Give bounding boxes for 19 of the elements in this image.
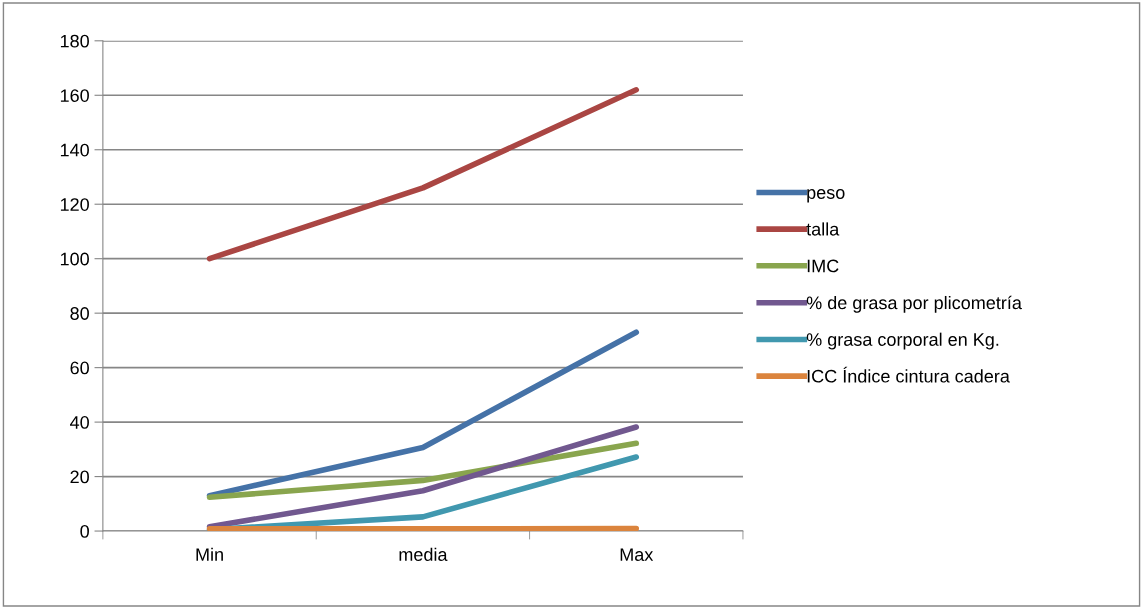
legend-label: % de grasa por plicometría xyxy=(806,295,1022,313)
legend-label: peso xyxy=(807,189,845,203)
y-tick-label: 20 xyxy=(70,470,89,484)
legend-label: % grasa corporal en Kg. xyxy=(806,332,999,350)
y-tick-label: 180 xyxy=(60,34,89,48)
y-tick-label: 60 xyxy=(70,361,89,375)
x-tick-label: media xyxy=(399,547,448,561)
legend-label: ICC Índice cintura cadera xyxy=(807,366,1010,383)
y-tick-label: 100 xyxy=(60,252,89,266)
y-tick-label: 140 xyxy=(60,143,89,157)
legend-label: IMC xyxy=(807,259,839,273)
x-tick-label: Max xyxy=(620,548,654,561)
x-tick-label: Min xyxy=(196,547,223,561)
y-tick-label: 0 xyxy=(80,524,89,538)
legend-label: talla xyxy=(806,222,840,236)
y-tick-label: 40 xyxy=(70,416,89,429)
y-tick-label: 160 xyxy=(60,89,89,102)
y-tick-label: 120 xyxy=(60,198,89,211)
y-tick-label: 80 xyxy=(70,307,89,320)
